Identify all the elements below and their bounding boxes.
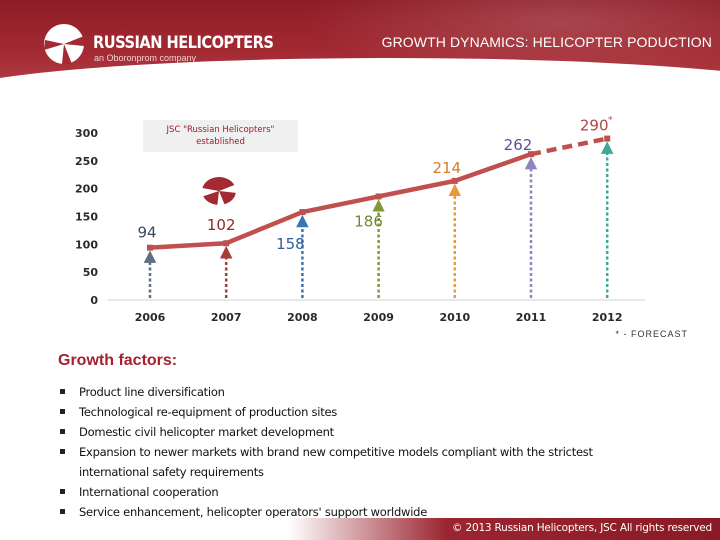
x-tick-label: 2012 [592,311,623,324]
bullet-icon [60,389,65,394]
callout-box: JSC "Russian Helicopters" established [143,120,298,152]
x-tick-label: 2010 [439,311,470,324]
growth-factor-text: Domestic civil helicopter market develop… [79,425,334,439]
value-label: 158 [276,235,305,253]
page-title: GROWTH DYNAMICS: HELICOPTER PODUCTION [381,34,712,50]
y-tick-label: 100 [75,238,98,251]
forecast-note: * - FORECAST [615,329,688,339]
value-label: 186 [354,212,383,230]
value-label: 94 [137,224,156,242]
value-label: 290 [580,117,609,135]
bullet-icon [60,409,65,414]
data-point-marker [451,177,458,184]
data-point-marker [604,135,611,142]
callout-line-1: JSC "Russian Helicopters" [166,125,275,135]
bullet-icon [60,429,65,434]
x-tick-label: 2007 [211,311,242,324]
x-tick-label: 2008 [287,311,318,324]
company-emblem-icon [201,177,237,208]
production-line [147,151,534,250]
growth-factor-text: Expansion to newer markets with brand ne… [79,445,593,459]
growth-factor-item: Expansion to newer markets with brand ne… [60,442,680,482]
value-label: 102 [207,216,236,234]
growth-factor-item: International cooperation [60,482,680,502]
data-point-marker [147,244,153,251]
growth-factors-list: Product line diversification Technologica… [60,382,680,522]
growth-factor-text-continued: international safety requirements [79,465,264,479]
data-point-marker [223,240,230,247]
forecast-asterisk: * [608,116,613,126]
company-logo-icon [44,24,84,64]
growth-factor-text: Service enhancement, helicopter operator… [79,505,428,519]
y-tick-label: 0 [90,294,98,307]
copyright-text: © 2013 Russian Helicopters, JSC All righ… [452,522,712,534]
bullet-icon [60,449,65,454]
bullet-icon [60,509,65,514]
y-tick-label: 250 [75,155,98,168]
y-tick-label: 150 [75,211,98,224]
data-point-marker [299,209,306,216]
growth-factor-text: Technological re-equipment of production… [79,405,338,419]
data-point-marker [528,151,534,158]
y-tick-label: 50 [83,266,99,279]
y-tick-label: 200 [75,183,98,196]
x-tick-label: 2009 [363,311,394,324]
x-tick-label: 2006 [135,311,166,324]
growth-factor-item: Service enhancement, helicopter operator… [60,502,680,522]
logo-name: RUSSIAN HELICOPTERS [93,33,274,53]
growth-factors-title: Growth factors: [58,352,178,369]
value-label: 262 [504,136,533,154]
value-label: 214 [432,159,461,177]
data-point-marker [375,193,382,200]
logo-subtitle: an Oboronprom company [94,53,197,63]
growth-factor-text: International cooperation [79,485,219,499]
x-tick-label: 2011 [516,311,547,324]
growth-factor-text: Product line diversification [79,385,225,399]
header-banner [0,0,720,96]
y-tick-label: 300 [75,127,98,140]
growth-factor-item: Domestic civil helicopter market develop… [60,422,680,442]
forecast-line [530,136,608,157]
callout-line-2: established [196,137,245,147]
growth-factor-item: Product line diversification [60,382,680,402]
footer-bar [0,518,720,540]
bullet-icon [60,489,65,494]
growth-factor-item: Technological re-equipment of production… [60,402,680,422]
